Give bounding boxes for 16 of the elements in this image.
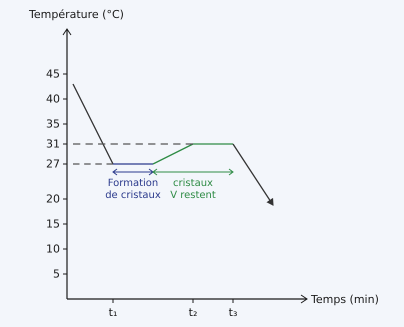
x-tick-label: t₁ (108, 306, 118, 319)
y-tick-label: 27 (46, 158, 60, 171)
y-tick-label: 40 (46, 92, 60, 106)
y-tick-label: 35 (46, 118, 60, 131)
x-tick-label: t₃ (228, 306, 238, 319)
annotation: cristaux V restent (170, 178, 216, 201)
y-axis-title: Température (°C) (28, 8, 124, 21)
y-tick-label: 10 (46, 242, 60, 256)
annotation: Formation de cristaux (105, 178, 161, 201)
x-axis-title: Temps (min) (310, 292, 379, 306)
x-tick-label: t₂ (188, 306, 198, 319)
y-tick-label: 31 (46, 138, 60, 151)
y-tick-label: 15 (46, 218, 60, 231)
y-tick-label: 5 (53, 268, 60, 281)
y-tick-label: 45 (46, 68, 60, 81)
y-tick-label: 20 (46, 192, 60, 206)
